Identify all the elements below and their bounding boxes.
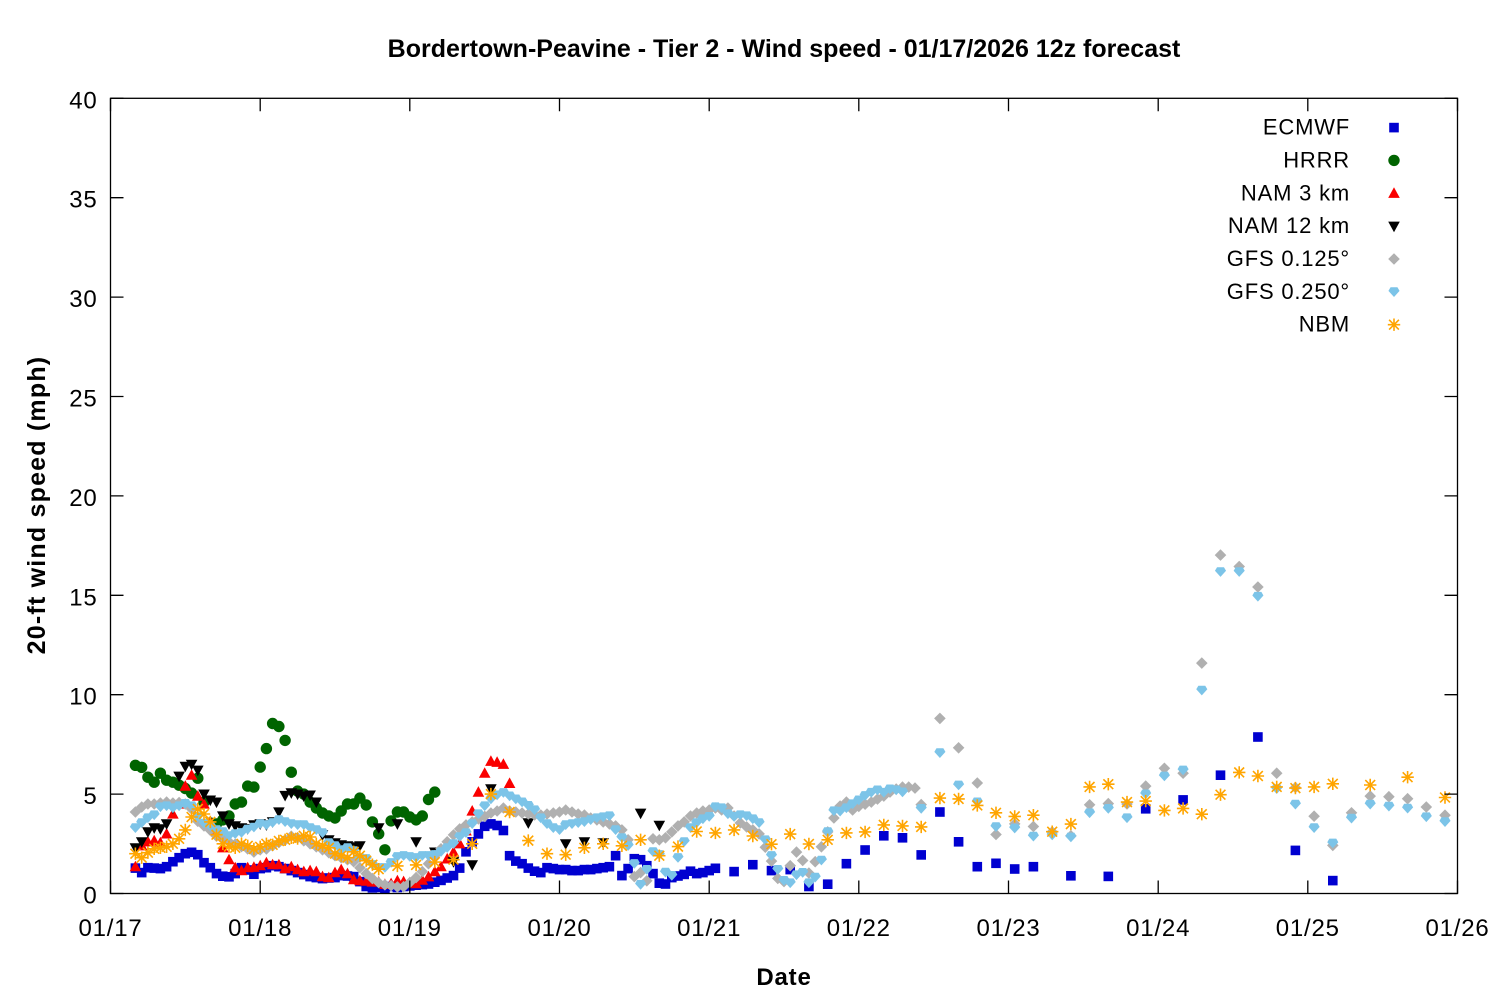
svg-text:01/23: 01/23 <box>976 915 1040 942</box>
svg-text:10: 10 <box>69 684 97 711</box>
svg-text:01/22: 01/22 <box>827 915 891 942</box>
svg-text:GFS 0.125°: GFS 0.125° <box>1227 246 1350 271</box>
svg-text:40: 40 <box>69 87 97 114</box>
svg-text:0: 0 <box>83 883 97 910</box>
svg-text:01/21: 01/21 <box>677 915 741 942</box>
svg-text:01/20: 01/20 <box>527 915 591 942</box>
svg-text:20-ft wind speed (mph): 20-ft wind speed (mph) <box>23 356 51 655</box>
svg-text:30: 30 <box>69 286 97 313</box>
svg-text:Bordertown-Peavine - Tier 2 -: Bordertown-Peavine - Tier 2 - Wind speed… <box>388 35 1181 63</box>
svg-text:35: 35 <box>69 187 97 214</box>
svg-text:HRRR: HRRR <box>1283 147 1350 172</box>
svg-text:01/25: 01/25 <box>1276 915 1340 942</box>
svg-text:25: 25 <box>69 386 97 413</box>
svg-text:NAM 12 km: NAM 12 km <box>1228 213 1350 238</box>
svg-text:GFS 0.250°: GFS 0.250° <box>1227 279 1350 304</box>
svg-text:01/24: 01/24 <box>1126 915 1190 942</box>
svg-text:NAM 3 km: NAM 3 km <box>1241 180 1350 205</box>
svg-text:Date: Date <box>756 964 811 991</box>
svg-text:01/19: 01/19 <box>378 915 442 942</box>
svg-text:20: 20 <box>69 485 97 512</box>
svg-text:15: 15 <box>69 584 97 611</box>
svg-text:01/18: 01/18 <box>228 915 292 942</box>
svg-text:ECMWF: ECMWF <box>1263 115 1350 140</box>
svg-text:01/26: 01/26 <box>1425 915 1489 942</box>
svg-text:01/17: 01/17 <box>78 915 142 942</box>
svg-text:NBM: NBM <box>1299 312 1350 337</box>
svg-text:5: 5 <box>83 783 97 810</box>
